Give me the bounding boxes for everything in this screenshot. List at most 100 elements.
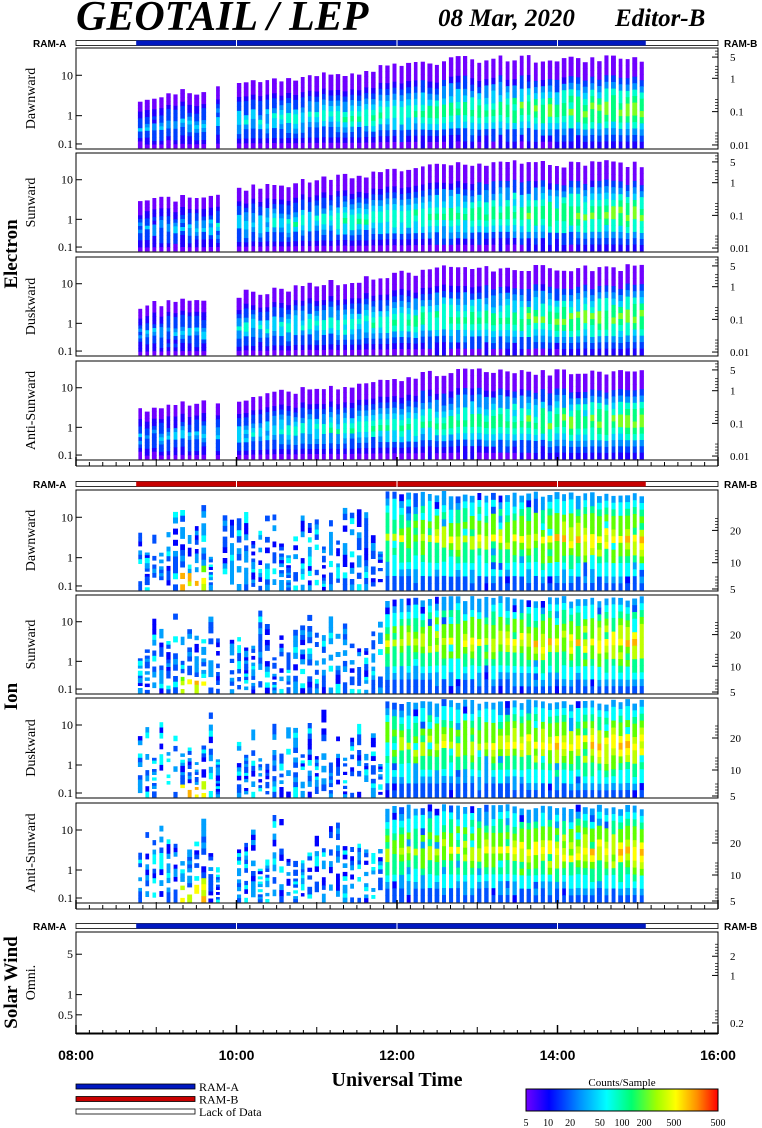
spectrum-cell bbox=[392, 319, 397, 327]
spectrum-cell bbox=[314, 330, 320, 336]
spectrum-cell bbox=[180, 510, 185, 517]
spectrum-cell bbox=[639, 239, 644, 246]
spectrum-cell bbox=[166, 424, 171, 429]
spectrum-cell bbox=[597, 543, 602, 551]
spectrum-cell bbox=[399, 381, 404, 388]
spectrum-cell bbox=[180, 584, 185, 591]
spectrum-cell bbox=[505, 274, 510, 281]
spectrum-cell bbox=[286, 118, 292, 124]
spectrum-cell bbox=[561, 179, 567, 186]
spectrum-cell bbox=[385, 239, 390, 246]
spectrum-cell bbox=[293, 123, 299, 130]
spectrum-cell bbox=[476, 317, 482, 325]
spectrum-cell bbox=[561, 270, 567, 278]
spectrum-cell bbox=[427, 213, 432, 221]
spectrum-cell bbox=[569, 386, 574, 393]
spectrum-cell bbox=[336, 285, 340, 291]
spectrum-cell bbox=[314, 393, 320, 400]
spectrum-cell bbox=[356, 329, 362, 335]
spectrum-cell bbox=[138, 559, 143, 564]
spectrum-cell bbox=[406, 175, 412, 182]
spectrum-cell bbox=[300, 112, 305, 118]
spectrum-cell bbox=[236, 138, 242, 144]
spectrum-cell bbox=[378, 112, 383, 119]
spectrum-cell bbox=[349, 204, 355, 210]
spectrum-cell bbox=[236, 210, 242, 216]
spectrum-cell bbox=[350, 319, 355, 325]
spectrum-cell bbox=[583, 220, 588, 227]
spectrum-cell bbox=[138, 308, 143, 313]
spectrum-cell bbox=[364, 137, 369, 143]
spectrum-cell bbox=[561, 191, 567, 198]
spectrum-cell bbox=[173, 443, 178, 448]
spectrum-cell bbox=[456, 286, 461, 293]
spectrum-cell bbox=[526, 225, 531, 233]
spectrum-cell bbox=[632, 231, 637, 239]
spectrum-cell bbox=[470, 330, 475, 337]
spectrum-cell bbox=[180, 195, 185, 200]
spectrum-cell bbox=[159, 688, 164, 694]
spectrum-cell bbox=[194, 243, 199, 248]
spectrum-cell bbox=[159, 100, 164, 105]
spectrum-cell bbox=[562, 382, 566, 389]
spectrum-cell bbox=[582, 135, 588, 143]
spectrum-cell bbox=[300, 230, 305, 236]
spectrum-cell bbox=[618, 395, 623, 403]
spectrum-cell bbox=[533, 206, 538, 214]
spectrum-cell bbox=[286, 323, 291, 329]
spectrum-cell bbox=[144, 576, 150, 580]
spectrum-cell bbox=[554, 67, 560, 75]
spectrum-cell bbox=[483, 409, 489, 416]
spectrum-cell bbox=[385, 124, 390, 131]
spectrum-cell bbox=[491, 319, 496, 326]
spectrum-cell bbox=[258, 530, 263, 536]
spectrum-cell bbox=[329, 432, 333, 439]
spectrum-cell bbox=[250, 133, 256, 139]
spectrum-cell bbox=[173, 233, 178, 238]
spectrum-cell bbox=[159, 573, 164, 577]
spectrum-cell bbox=[449, 311, 453, 318]
spectrum-cell bbox=[336, 571, 340, 576]
spectrum-cell bbox=[265, 203, 270, 209]
spectrum-cell bbox=[236, 214, 242, 220]
spectrum-cell bbox=[470, 202, 475, 209]
spectrum-cell bbox=[377, 228, 383, 235]
spectrum-cell bbox=[526, 576, 532, 584]
spectrum-cell bbox=[611, 286, 616, 293]
spectrum-cell bbox=[364, 383, 369, 390]
spectrum-cell bbox=[371, 171, 376, 178]
spectrum-cell bbox=[208, 219, 213, 224]
spectrum-cell bbox=[611, 115, 616, 122]
spectrum-cell bbox=[322, 142, 326, 149]
spectrum-cell bbox=[173, 125, 178, 130]
spectrum-cell bbox=[385, 491, 390, 499]
spectrum-cell bbox=[194, 304, 200, 309]
spectrum-cell bbox=[336, 424, 340, 430]
spectrum-cell bbox=[498, 268, 503, 275]
spectrum-cell bbox=[575, 452, 581, 460]
spectrum-cell bbox=[279, 321, 284, 327]
spectrum-cell bbox=[321, 409, 326, 415]
spectrum-cell bbox=[138, 211, 143, 216]
spectrum-cell bbox=[385, 322, 390, 328]
spectrum-cell bbox=[505, 446, 510, 454]
spectrum-cell bbox=[236, 342, 242, 348]
spectrum-cell bbox=[498, 336, 503, 343]
spectrum-cell bbox=[258, 396, 263, 402]
spectrum-cell bbox=[321, 404, 326, 410]
spectrum-cell bbox=[533, 561, 538, 570]
spectrum-cell bbox=[399, 501, 404, 509]
spectrum-cell bbox=[576, 293, 581, 300]
spectrum-cell bbox=[491, 71, 496, 79]
spectrum-cell bbox=[611, 238, 616, 245]
spectrum-cell bbox=[251, 300, 256, 306]
spectrum-cell bbox=[201, 324, 207, 329]
spectrum-cell bbox=[293, 90, 299, 96]
spectrum-cell bbox=[307, 429, 313, 435]
spectrum-cell bbox=[307, 182, 312, 188]
spectrum-cell bbox=[237, 422, 242, 427]
spectrum-cell bbox=[201, 92, 207, 97]
spectrum-cell bbox=[321, 187, 327, 193]
spectrum-cell bbox=[413, 349, 418, 356]
spectrum-cell bbox=[569, 446, 574, 454]
